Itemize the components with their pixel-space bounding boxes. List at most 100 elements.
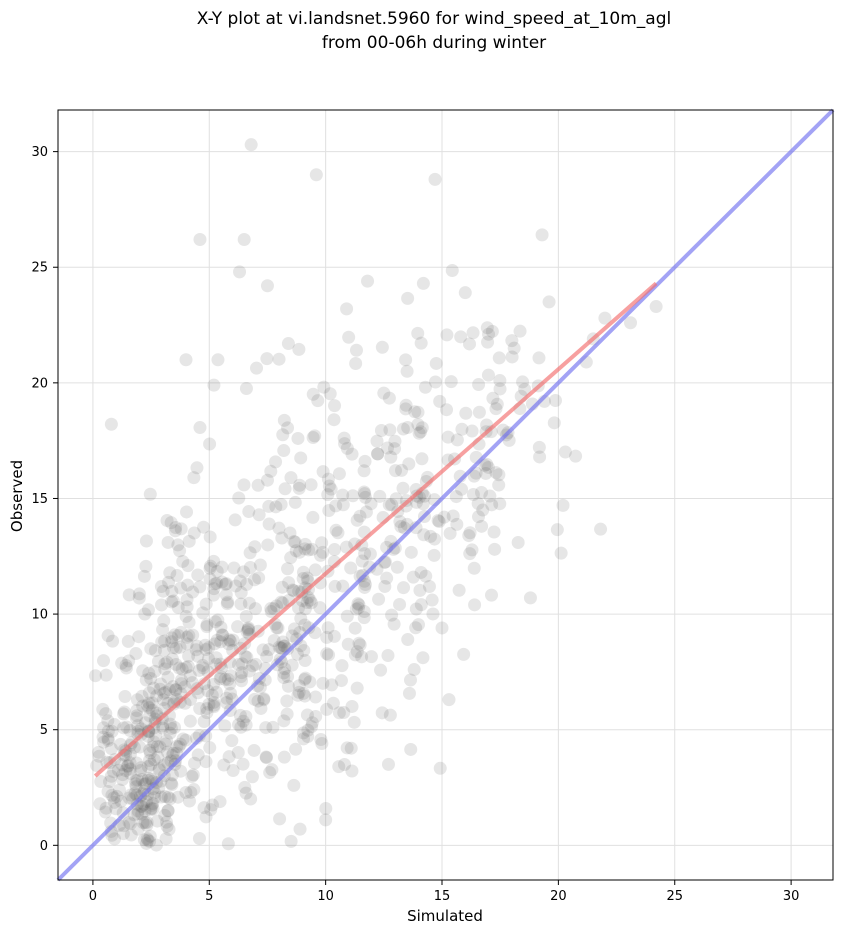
data-point <box>289 544 303 558</box>
data-point <box>157 614 171 628</box>
data-point <box>283 526 297 540</box>
data-point <box>168 524 182 538</box>
data-point <box>154 677 168 691</box>
data-point <box>207 582 221 596</box>
data-point <box>321 621 335 635</box>
data-point <box>331 526 345 540</box>
data-point <box>428 532 442 546</box>
data-point <box>190 639 204 653</box>
data-point <box>273 812 287 826</box>
data-point <box>200 702 214 716</box>
data-point <box>351 597 365 611</box>
data-point <box>489 402 503 416</box>
data-point <box>336 498 350 512</box>
data-point <box>220 597 234 611</box>
data-point <box>165 748 179 762</box>
data-point <box>170 569 184 583</box>
data-point <box>139 534 153 548</box>
data-point <box>231 657 245 671</box>
data-point <box>179 661 193 675</box>
data-point <box>259 750 273 764</box>
data-point <box>281 562 295 576</box>
data-point <box>337 431 351 445</box>
data-point <box>96 654 110 668</box>
data-point <box>202 697 216 711</box>
data-point <box>203 741 217 755</box>
data-point <box>158 657 172 671</box>
data-point <box>174 677 188 691</box>
data-point <box>208 637 222 651</box>
data-point <box>197 801 211 815</box>
data-point <box>154 580 168 594</box>
data-point <box>400 364 414 378</box>
data-point <box>169 683 183 697</box>
data-point <box>235 657 249 671</box>
data-point <box>215 628 229 642</box>
data-point <box>234 597 248 611</box>
data-point <box>518 382 532 396</box>
data-point <box>261 538 275 552</box>
data-point <box>532 351 546 365</box>
data-point <box>292 685 306 699</box>
data-point <box>493 497 507 511</box>
data-point <box>301 723 315 737</box>
data-point <box>150 814 164 828</box>
data-point <box>90 759 104 773</box>
data-point <box>401 421 415 435</box>
data-point <box>117 721 131 735</box>
data-point <box>161 535 175 549</box>
data-point <box>154 598 168 612</box>
data-point <box>131 719 145 733</box>
data-point <box>277 444 291 458</box>
data-point <box>150 740 164 754</box>
data-point <box>207 695 221 709</box>
data-point <box>481 335 495 349</box>
data-point <box>274 497 288 511</box>
data-point <box>315 737 329 751</box>
data-point <box>92 749 106 763</box>
data-point <box>277 670 291 684</box>
data-point <box>289 742 303 756</box>
data-point <box>146 797 160 811</box>
data-point <box>296 686 310 700</box>
data-point <box>201 684 215 698</box>
data-point <box>298 671 312 685</box>
data-point <box>433 394 447 408</box>
data-point <box>187 526 201 540</box>
data-point <box>408 405 422 419</box>
data-point <box>161 790 175 804</box>
data-point <box>145 696 159 710</box>
data-point <box>298 602 312 616</box>
data-point <box>148 644 162 658</box>
data-point <box>203 559 217 573</box>
data-point <box>284 551 298 565</box>
data-point <box>416 497 430 511</box>
data-point <box>335 659 349 673</box>
data-point <box>347 715 361 729</box>
data-point <box>513 324 527 338</box>
data-point <box>186 628 200 642</box>
data-point <box>382 498 396 512</box>
data-point <box>219 588 233 602</box>
data-point <box>227 561 241 575</box>
data-point <box>264 605 278 619</box>
data-point <box>129 711 143 725</box>
data-point <box>140 832 154 846</box>
data-point <box>219 577 233 591</box>
data-point <box>262 499 276 513</box>
data-point <box>309 710 323 724</box>
data-point <box>394 520 408 534</box>
data-point <box>238 649 252 663</box>
data-point <box>417 528 431 542</box>
data-point <box>199 643 213 657</box>
data-point <box>199 755 213 769</box>
data-point <box>418 489 432 503</box>
data-point <box>293 822 307 836</box>
data-point <box>203 530 217 544</box>
data-point <box>164 516 178 530</box>
chart-title-line1: X-Y plot at vi.landsnet.5960 for wind_sp… <box>197 9 671 29</box>
data-point <box>103 775 117 789</box>
data-point <box>135 772 149 786</box>
data-point <box>358 580 372 594</box>
data-point <box>375 706 389 720</box>
